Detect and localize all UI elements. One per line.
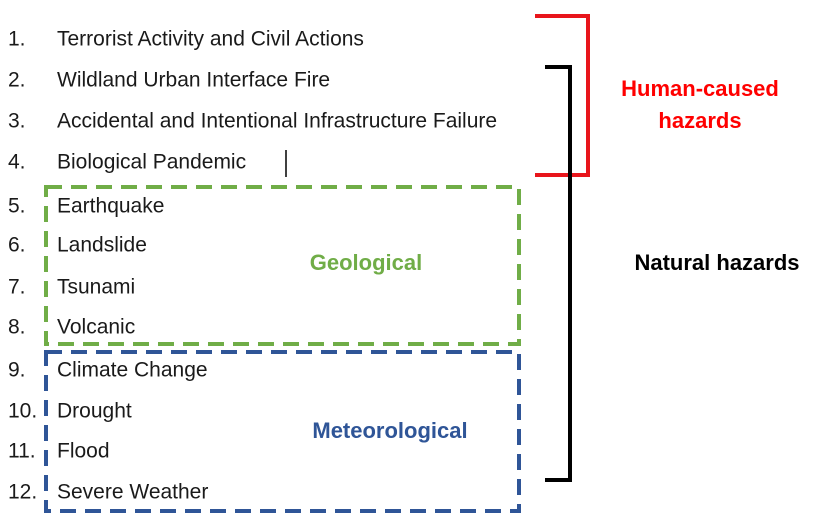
- item-number: 8.: [8, 316, 26, 339]
- item-label: Severe Weather: [57, 481, 208, 504]
- human-label: Human-caused: [621, 76, 779, 101]
- item-number: 2.: [8, 69, 26, 92]
- item-number: 6.: [8, 234, 26, 257]
- item-number: 4.: [8, 151, 26, 174]
- item-number: 1.: [8, 28, 26, 51]
- item-number: 7.: [8, 276, 26, 299]
- human-bracket: [535, 14, 590, 177]
- item-label: Drought: [57, 400, 132, 423]
- item-number: 3.: [8, 110, 26, 133]
- item-label: Landslide: [57, 234, 147, 257]
- item-label: Terrorist Activity and Civil Actions: [57, 28, 364, 51]
- item-label: Flood: [57, 440, 110, 463]
- meteorological-label: Meteorological: [312, 418, 467, 443]
- geological-label: Geological: [310, 250, 422, 275]
- item-number: 10.: [8, 400, 37, 423]
- geological-box: [44, 185, 521, 346]
- item-label: Wildland Urban Interface Fire: [57, 69, 330, 92]
- item-number: 11.: [8, 440, 36, 463]
- item-number: 5.: [8, 195, 26, 218]
- item-label: Climate Change: [57, 359, 208, 382]
- item-label: Earthquake: [57, 195, 164, 218]
- item-label: Biological Pandemic: [57, 151, 246, 174]
- item-label: Tsunami: [57, 276, 135, 299]
- human-label: hazards: [658, 108, 741, 133]
- natural-label: Natural hazards: [634, 250, 799, 275]
- item-label: Volcanic: [57, 316, 135, 339]
- item-number: 9.: [8, 359, 26, 382]
- item-label: Accidental and Intentional Infrastructur…: [57, 110, 497, 133]
- meteorological-box: [44, 350, 521, 513]
- natural-bracket: [545, 65, 572, 482]
- item-number: 12.: [8, 481, 37, 504]
